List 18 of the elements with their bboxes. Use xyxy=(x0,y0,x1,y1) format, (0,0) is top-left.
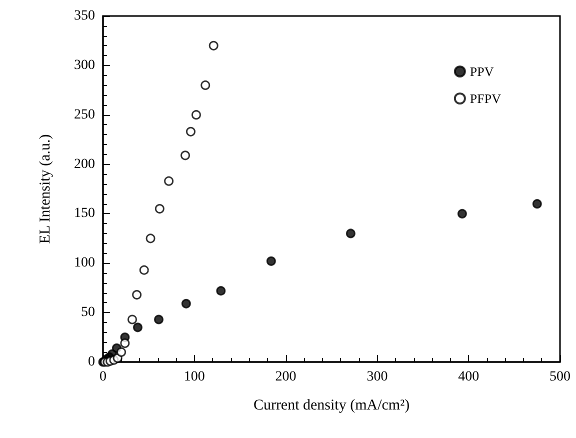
legend-label: PFPV xyxy=(470,91,502,106)
y-axis-title: EL Intensity (a.u.) xyxy=(38,134,54,244)
y-tick-label: 300 xyxy=(74,58,95,73)
x-tick-label: 200 xyxy=(275,370,296,384)
x-tick-label: 400 xyxy=(458,370,480,384)
y-tick-label: 200 xyxy=(74,156,95,172)
y-tick-label: 250 xyxy=(74,107,95,122)
y-tick-label: 350 xyxy=(74,8,95,24)
x-tick-label: 0 xyxy=(100,370,106,384)
y-tick-label: 150 xyxy=(74,206,95,222)
x-axis-title: Current density (mA/cm²) xyxy=(253,398,410,414)
y-tick-label: 100 xyxy=(74,256,95,271)
legend-label: PPV xyxy=(470,64,494,79)
x-tick-label: 500 xyxy=(550,370,570,384)
y-tick-label: 50 xyxy=(81,305,95,320)
y-tick-label: 0 xyxy=(88,354,95,370)
x-tick-label: 100 xyxy=(184,370,205,384)
x-tick-label: 300 xyxy=(366,370,388,384)
